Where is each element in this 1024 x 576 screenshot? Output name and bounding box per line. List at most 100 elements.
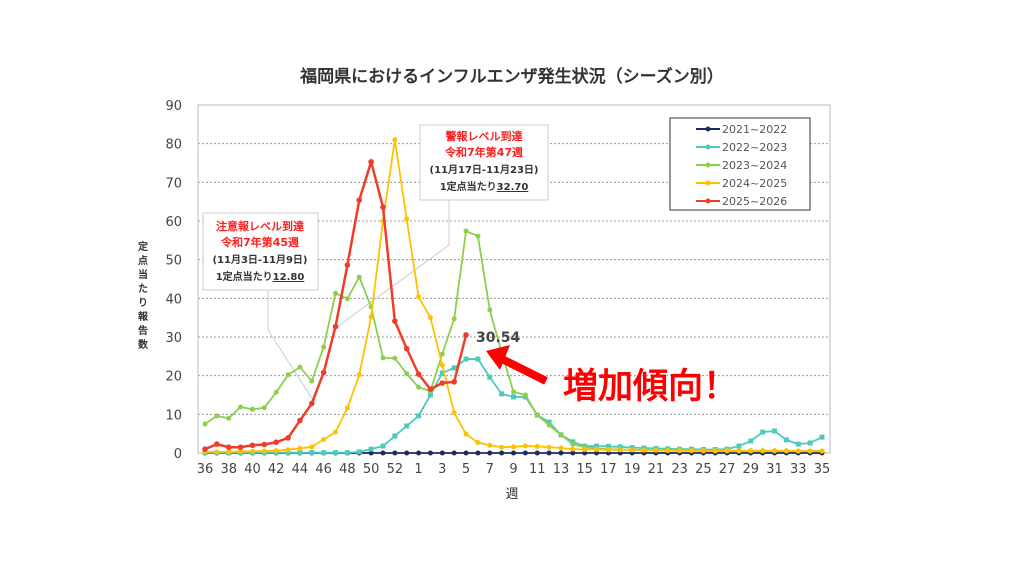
data-point (416, 413, 422, 419)
data-point (321, 344, 327, 350)
x-tick-label: 44 (292, 462, 309, 477)
data-point (416, 384, 422, 390)
x-tick-label: 9 (509, 462, 517, 477)
data-point (427, 386, 434, 393)
data-point (570, 441, 576, 447)
data-point (451, 379, 457, 385)
data-point (237, 444, 244, 451)
y-label-char: 数 (138, 338, 149, 351)
data-point (511, 444, 516, 450)
data-point (333, 450, 339, 456)
data-point (511, 450, 516, 456)
data-point (404, 423, 410, 429)
data-point (392, 450, 398, 456)
data-point (772, 428, 778, 434)
data-point (617, 444, 623, 450)
data-point (534, 450, 540, 456)
data-point (463, 356, 469, 362)
x-tick-label: 48 (339, 462, 356, 477)
data-point (285, 435, 291, 441)
data-point (368, 314, 374, 320)
x-tick-label: 23 (671, 462, 688, 477)
x-tick-label: 31 (766, 462, 783, 477)
series-line (204, 160, 468, 451)
data-point (285, 447, 291, 453)
data-point (368, 450, 374, 456)
data-point (238, 404, 244, 410)
x-tick-label: 15 (576, 462, 593, 477)
y-label-char: 当 (138, 268, 148, 281)
data-point (736, 443, 742, 449)
data-point (427, 450, 433, 456)
data-point (439, 370, 445, 376)
x-tick-label: 36 (197, 462, 214, 477)
x-tick-label: 29 (743, 462, 760, 477)
data-point (273, 448, 279, 454)
data-point (748, 448, 754, 454)
data-point (380, 204, 386, 210)
data-point (772, 448, 778, 454)
data-point (309, 378, 315, 384)
data-point (344, 405, 350, 411)
data-point (546, 444, 552, 450)
legend-label: 2024~2025 (722, 177, 787, 190)
data-point (202, 421, 208, 427)
data-point (356, 197, 363, 203)
data-point (249, 448, 255, 454)
y-label-char: 点 (138, 254, 148, 267)
data-point (819, 434, 825, 440)
data-point (819, 448, 825, 454)
data-point (309, 444, 315, 450)
data-point (463, 450, 469, 456)
x-tick-label: 25 (695, 462, 712, 477)
data-point (297, 364, 303, 370)
svg-text:1定点当たり32.70: 1定点当たり32.70 (440, 180, 529, 193)
y-tick-label: 20 (165, 370, 182, 385)
caution-line1: 注意報レベル到達 (216, 219, 304, 233)
data-point (344, 296, 350, 302)
legend-label: 2023~2024 (722, 159, 787, 172)
caution-leader-line (267, 290, 314, 401)
data-point (297, 417, 303, 424)
warning-callout: 警報レベル到達 令和7年第47週 (11月17日-11月23日) 1定点当たり3… (419, 124, 549, 201)
data-point (321, 436, 327, 442)
data-point (522, 450, 528, 456)
data-point (546, 450, 552, 456)
data-point (594, 447, 600, 453)
data-point (463, 332, 469, 338)
data-point (522, 392, 528, 398)
y-label-char: り (138, 297, 148, 309)
data-point (760, 429, 766, 435)
warning-line2: 令和7年第47週 (444, 145, 523, 159)
caution-value: 12.80 (273, 272, 305, 283)
data-point (570, 446, 576, 452)
data-point (404, 450, 410, 456)
data-point (712, 448, 718, 454)
y-tick-label: 30 (165, 331, 182, 346)
data-point (273, 439, 279, 445)
caution-line2: 令和7年第45週 (220, 235, 299, 249)
trend-text: 増加傾向！ (563, 367, 738, 407)
legend-label: 2021~2022 (722, 123, 787, 136)
data-point (546, 419, 552, 425)
caution-line3: (11月3日-11月9日) (212, 254, 307, 266)
data-point (226, 415, 232, 421)
data-point (499, 450, 505, 456)
data-point (416, 450, 422, 456)
data-point (392, 137, 398, 143)
x-tick-label: 38 (220, 462, 237, 477)
data-point (439, 351, 445, 357)
x-tick-label: 27 (719, 462, 736, 477)
data-point (546, 422, 552, 428)
series-2025~2026 (202, 159, 469, 452)
caution-callout: 注意報レベル到達 令和7年第45週 (11月3日-11月9日) 1定点当たり12… (202, 212, 319, 291)
x-tick-label: 19 (624, 462, 641, 477)
svg-text:1定点当たり12.80: 1定点当たり12.80 (216, 270, 305, 283)
data-point (665, 447, 671, 453)
data-point (285, 372, 291, 378)
data-point (594, 450, 600, 456)
data-point (558, 450, 564, 456)
data-point (238, 448, 244, 454)
